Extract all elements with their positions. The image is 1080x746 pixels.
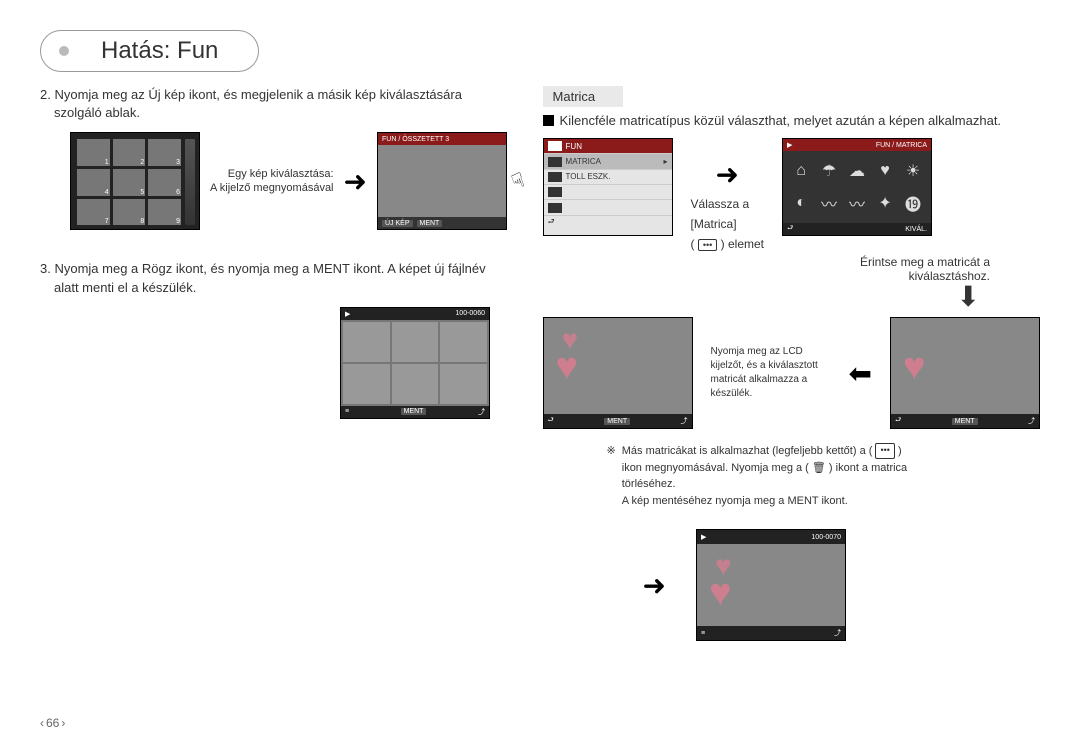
heart-sticker-icon: ♥ — [903, 346, 926, 389]
sticker-option[interactable]: ✦ — [873, 189, 897, 217]
save-button[interactable]: MENT — [401, 408, 427, 415]
trash-icon: 🗑 — [812, 462, 826, 474]
menu-item-toll[interactable]: TOLL ESZK. — [544, 170, 672, 185]
arrow-down-icon: ⬇ — [543, 283, 980, 311]
asterisk-note: ※ Más matricákat is alkalmazhat (legfelj… — [543, 443, 1040, 509]
sticker-top-bar: ▶FUN / MATRICA — [783, 139, 931, 151]
step-3-text: 3. Nyomja meg a Rögz ikont, és nyomja me… — [40, 260, 513, 296]
composite-bottom-bar: ÚJ KÉP MENT — [378, 217, 506, 229]
menu-item — [544, 185, 672, 200]
menu-item-fun[interactable]: FUN — [544, 139, 672, 154]
select-matrica-label: ➜ Válassza a [Matrica] ( ••• ) elemet — [691, 158, 765, 251]
thumbnail-grid-lcd: 1 2 3 4 5 6 7 8 9 — [70, 132, 200, 230]
new-image-button[interactable]: ÚJ KÉP — [382, 220, 413, 227]
right-column: Matrica Kilencféle matricatípus közül vá… — [543, 86, 1040, 641]
page-title-pill: Hatás: Fun — [40, 30, 259, 72]
thumb-cell: 6 — [148, 169, 181, 196]
saved-bottom-bar: ≡ MENT ⤴ — [341, 406, 489, 418]
composite-photo — [378, 145, 506, 217]
intro-bullet: Kilencféle matricatípus közül választhat… — [543, 113, 1040, 128]
thumb-cell: 7 — [77, 199, 110, 226]
saved-photo-body — [341, 320, 489, 406]
menu-item — [544, 200, 672, 215]
sticker-option[interactable]: ◐ — [789, 189, 813, 217]
menu-badge-icon: ••• — [875, 443, 894, 459]
thumb-cell: 3 — [148, 139, 181, 166]
photo-bottom-bar: ⮐MENT⤴ — [891, 414, 1039, 428]
page-title: Hatás: Fun — [101, 37, 218, 64]
final-bottom-bar: ≡⤴ — [697, 626, 845, 640]
photo-body: ♥ — [891, 318, 1039, 414]
sticker-option[interactable]: ⓳ — [901, 189, 925, 217]
touch-sticker-label: Érintse meg a matricát a kiválasztáshoz.… — [543, 255, 990, 311]
thumb-cell: 8 — [113, 199, 146, 226]
sticker-option[interactable]: ☂ — [817, 157, 841, 185]
arrow-right-icon: ➜ — [716, 158, 739, 191]
pen-icon — [548, 172, 562, 182]
square-bullet-icon — [543, 115, 554, 126]
final-top-bar: ▶100-0070 — [697, 530, 845, 544]
photo-with-sticker-right: ♥ ⮐MENT⤴ — [890, 317, 1040, 429]
final-figure-row: ➜ ▶100-0070 ♥ ♥ ≡⤴ — [643, 529, 1040, 641]
hand-cursor-icon: ☟ — [508, 168, 528, 196]
final-saved-lcd: ▶100-0070 ♥ ♥ ≡⤴ — [696, 529, 846, 641]
sticker-palette-lcd: ▶FUN / MATRICA ⌂ ☂ ☁ ♥ ☀ ◐ 〰 〰 ✦ ⓳ ⮐KIVÁ… — [782, 138, 932, 236]
save-button[interactable]: MENT — [417, 220, 443, 227]
thumb-cell: 5 — [113, 169, 146, 196]
thumb-cell: 9 — [148, 199, 181, 226]
sticker-grid: ⌂ ☂ ☁ ♥ ☀ ◐ 〰 〰 ✦ ⓳ — [783, 151, 931, 223]
saved-photo-lcd: ▶ 100-0060 ≡ MENT ⤴ — [340, 307, 490, 419]
sticker-option[interactable]: ⌂ — [789, 157, 813, 185]
menu-back[interactable]: ⮐ — [544, 216, 672, 231]
heart-sticker-icon: ♥ — [556, 346, 579, 389]
step3-figure-row: ▶ 100-0060 ≡ MENT ⤴ — [340, 307, 513, 419]
composite-top-bar: FUN / ÖSSZETETT 3 — [378, 133, 506, 145]
final-photo-body: ♥ ♥ — [697, 544, 845, 626]
thumb-cell: 2 — [113, 139, 146, 166]
thumb-caption: Egy kép kiválasztása: A kijelző megnyomá… — [210, 167, 334, 196]
apply-note: Nyomja meg az LCD kijelzőt, és a kiválas… — [711, 345, 831, 401]
composite-lcd: FUN / ÖSSZETETT 3 ÚJ KÉP MENT ☟ — [377, 132, 507, 230]
step-2-text: 2. Nyomja meg az Új kép ikont, és megjel… — [40, 86, 513, 122]
left-column: 2. Nyomja meg az Új kép ikont, és megjel… — [40, 86, 513, 641]
camera-icon — [548, 141, 562, 151]
sticker-option[interactable]: ☁ — [845, 157, 869, 185]
fun-menu-lcd: FUN MATRICA▸ TOLL ESZK. ⮐ — [543, 138, 673, 236]
step2-figure-row: 1 2 3 4 5 6 7 8 9 Egy kép kiválasztása: … — [70, 132, 513, 230]
menu-item-matrica[interactable]: MATRICA▸ — [544, 154, 672, 169]
sticker-nav-row: FUN MATRICA▸ TOLL ESZK. ⮐ ➜ Válassza a [… — [543, 138, 1040, 251]
sticker-option[interactable]: ☀ — [901, 157, 925, 185]
save-button[interactable]: MENT — [952, 418, 978, 425]
page-number: 66 — [40, 716, 65, 730]
menu-badge-icon: ••• — [698, 239, 717, 251]
thumb-cell: 4 — [77, 169, 110, 196]
save-button[interactable]: MENT — [604, 418, 630, 425]
arrow-right-icon: ➜ — [344, 165, 367, 198]
photo-with-sticker-left: ♥ ♥ ⮐MENT⤴ — [543, 317, 693, 429]
sticker-bottom-bar: ⮐KIVÁL. — [783, 223, 931, 235]
sticker-option[interactable]: 〰 — [817, 189, 841, 217]
apply-sticker-row: ♥ ♥ ⮐MENT⤴ Nyomja meg az LCD kijelzőt, é… — [543, 317, 1040, 429]
sticker-icon — [548, 157, 562, 167]
asterisk-icon: ※ — [607, 443, 616, 509]
photo-body: ♥ ♥ — [544, 318, 692, 414]
sticker-option[interactable]: ♥ — [873, 157, 897, 185]
sticker-option[interactable]: 〰 — [845, 189, 869, 217]
photo-bottom-bar: ⮐MENT⤴ — [544, 414, 692, 428]
arrow-left-icon: ⬅ — [849, 357, 872, 390]
saved-top-bar: ▶ 100-0060 — [341, 308, 489, 320]
thumb-cell: 1 — [77, 139, 110, 166]
section-label: Matrica — [543, 86, 624, 107]
arrow-right-icon: ➜ — [643, 569, 666, 602]
heart-sticker-icon: ♥ — [709, 572, 732, 615]
